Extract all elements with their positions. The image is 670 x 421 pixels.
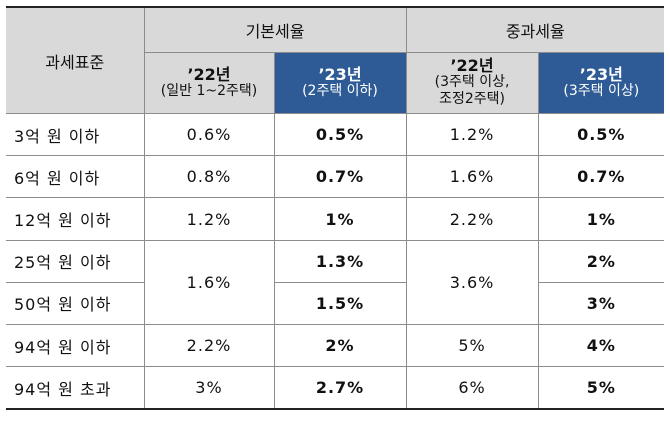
table-row: 3억 원 이하 0.6% 0.5% 1.2% 0.5% bbox=[6, 113, 665, 157]
heavy-23-cell: 0.7% bbox=[537, 155, 665, 199]
row-label: 6억 원 이하 bbox=[6, 155, 145, 199]
heavy-22-year: ’22년 bbox=[450, 56, 494, 76]
table-row: 94억 원 이하 2.2% 2% 5% 4% bbox=[6, 324, 665, 368]
heavy-23-cell: 0.5% bbox=[537, 113, 665, 157]
basic-23-cell: 1.5% bbox=[273, 281, 407, 326]
heavy-22-cell: 2.2% bbox=[405, 197, 539, 241]
row-label: 3억 원 이하 bbox=[6, 113, 145, 157]
row-label: 25억 원 이하 bbox=[6, 239, 145, 283]
heavy-22-cell: 6% bbox=[405, 366, 539, 411]
table-row: 50억 원 이하 1.5% 3% bbox=[6, 281, 665, 326]
table-row: 6억 원 이하 0.8% 0.7% 1.6% 0.7% bbox=[6, 155, 665, 199]
basic-22-cell: 0.8% bbox=[143, 155, 275, 199]
heavy-22-cell: 1.2% bbox=[405, 113, 539, 157]
heavy-23-cell: 1% bbox=[537, 197, 665, 241]
basic-23-cell: 0.5% bbox=[273, 113, 407, 157]
heavy-22-sub2: 조정2주택) bbox=[439, 91, 505, 108]
table-row: 12억 원 이하 1.2% 1% 2.2% 1% bbox=[6, 197, 665, 241]
basic-23-header: ’23년 (2주택 이하) bbox=[273, 51, 407, 115]
row-label: 12억 원 이하 bbox=[6, 197, 145, 241]
basic-22-cell: 0.6% bbox=[143, 113, 275, 157]
table-row: 25억 원 이하 1.6% 1.3% 3.6% 2% bbox=[6, 239, 665, 326]
basic-22-cell: 3% bbox=[143, 366, 275, 411]
basic-23-cell: 1.3% bbox=[273, 239, 407, 283]
heavy-23-cell: 5% bbox=[537, 366, 665, 411]
basic-rate-header: 기본세율 bbox=[143, 5, 407, 53]
heavy-22-cell: 3.6% bbox=[405, 239, 539, 326]
row-label: 50억 원 이하 bbox=[6, 281, 145, 326]
heavy-23-cell: 3% bbox=[537, 281, 665, 326]
basic-23-cell: 0.7% bbox=[273, 155, 407, 199]
basic-22-cell: 1.2% bbox=[143, 197, 275, 241]
heavy-22-header: ’22년 (3주택 이상, 조정2주택) bbox=[405, 51, 539, 115]
heavy-22-cell: 5% bbox=[405, 324, 539, 368]
basic-23-year: ’23년 bbox=[318, 64, 362, 84]
header-row-1: 과세표준 기본세율 중과세율 bbox=[6, 5, 665, 115]
heavy-22-sub1: (3주택 이상, bbox=[434, 74, 510, 91]
basic-23-cell: 2.7% bbox=[273, 366, 407, 411]
heavy-23-sub: (3주택 이상) bbox=[563, 82, 640, 99]
heavy-rate-header: 중과세율 bbox=[405, 5, 665, 53]
basic-23-cell: 2% bbox=[273, 324, 407, 368]
heavy-23-header: ’23년 (3주택 이상) bbox=[537, 51, 665, 115]
heavy-22-cell: 1.6% bbox=[405, 155, 539, 199]
heavy-23-cell: 2% bbox=[537, 239, 665, 283]
header-row-2: ’22년 (일반 1~2주택) ’23년 (2주택 이하) ’22년 (3주택 … bbox=[6, 51, 665, 115]
heavy-23-year: ’23년 bbox=[579, 64, 623, 84]
row-label: 94억 원 초과 bbox=[6, 366, 145, 411]
basic-22-cell: 2.2% bbox=[143, 324, 275, 368]
basic-22-header: ’22년 (일반 1~2주택) bbox=[144, 51, 275, 115]
basic-23-cell: 1% bbox=[273, 197, 407, 241]
basic-22-year: ’22년 bbox=[187, 64, 231, 84]
row-label: 94억 원 이하 bbox=[6, 324, 145, 368]
basic-23-sub: (2주택 이하) bbox=[302, 82, 378, 99]
table-row: 94억 원 초과 3% 2.7% 6% 5% bbox=[6, 366, 665, 411]
basic-22-cell: 1.6% bbox=[143, 239, 275, 326]
basic-22-sub: (일반 1~2주택) bbox=[160, 82, 258, 99]
criterion-header: 과세표준 bbox=[6, 6, 145, 115]
tax-rate-table: 과세표준 기본세율 중과세율 ’22년 (일반 1~2주택) ’23년 (2주택… bbox=[6, 5, 665, 411]
heavy-23-cell: 4% bbox=[537, 324, 665, 368]
